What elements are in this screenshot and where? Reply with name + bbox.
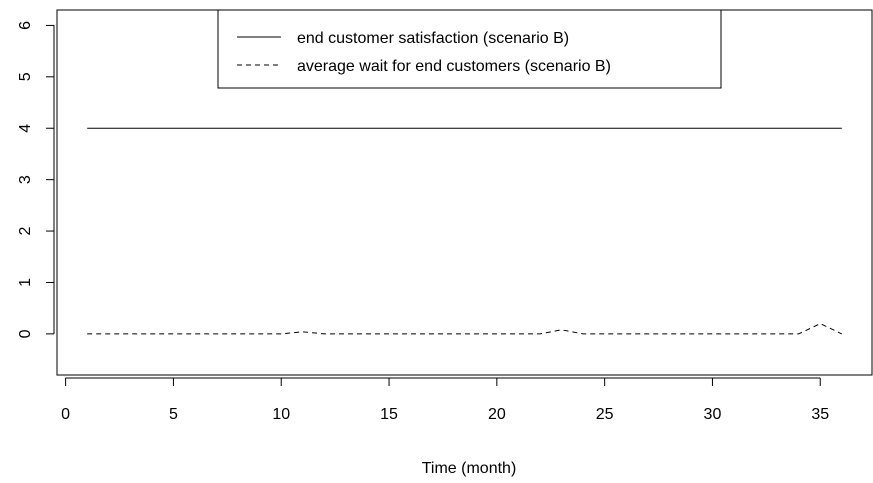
y-tick-label-6: 6 — [17, 21, 34, 30]
x-tick-label-35: 35 — [811, 406, 829, 423]
legend-label-0: end customer satisfaction (scenario B) — [297, 30, 569, 47]
x-tick-label-10: 10 — [272, 406, 290, 423]
x-axis-title: Time (month) — [422, 460, 517, 477]
y-tick-label-5: 5 — [17, 72, 34, 81]
legend: end customer satisfaction (scenario B) av… — [217, 9, 722, 89]
y-tick-label-2: 2 — [17, 227, 34, 236]
y-tick-label-4: 4 — [17, 124, 34, 133]
x-tick-label-20: 20 — [488, 406, 506, 423]
y-tick-label-3: 3 — [17, 175, 34, 184]
legend-box — [217, 9, 722, 89]
x-tick-label-0: 0 — [61, 406, 70, 423]
x-tick-label-30: 30 — [704, 406, 722, 423]
x-axis: 0 5 10 15 20 25 30 35 — [61, 377, 829, 423]
y-tick-label-1: 1 — [17, 278, 34, 287]
series-line-average-wait — [87, 323, 843, 335]
series-layer — [87, 127, 843, 335]
y-axis: 0 1 2 3 4 5 6 — [17, 21, 55, 338]
x-tick-label-15: 15 — [380, 406, 398, 423]
legend-label-1: average wait for end customers (scenario… — [297, 58, 611, 75]
x-tick-label-25: 25 — [596, 406, 614, 423]
x-tick-label-5: 5 — [169, 406, 178, 423]
y-tick-label-0: 0 — [17, 329, 34, 338]
